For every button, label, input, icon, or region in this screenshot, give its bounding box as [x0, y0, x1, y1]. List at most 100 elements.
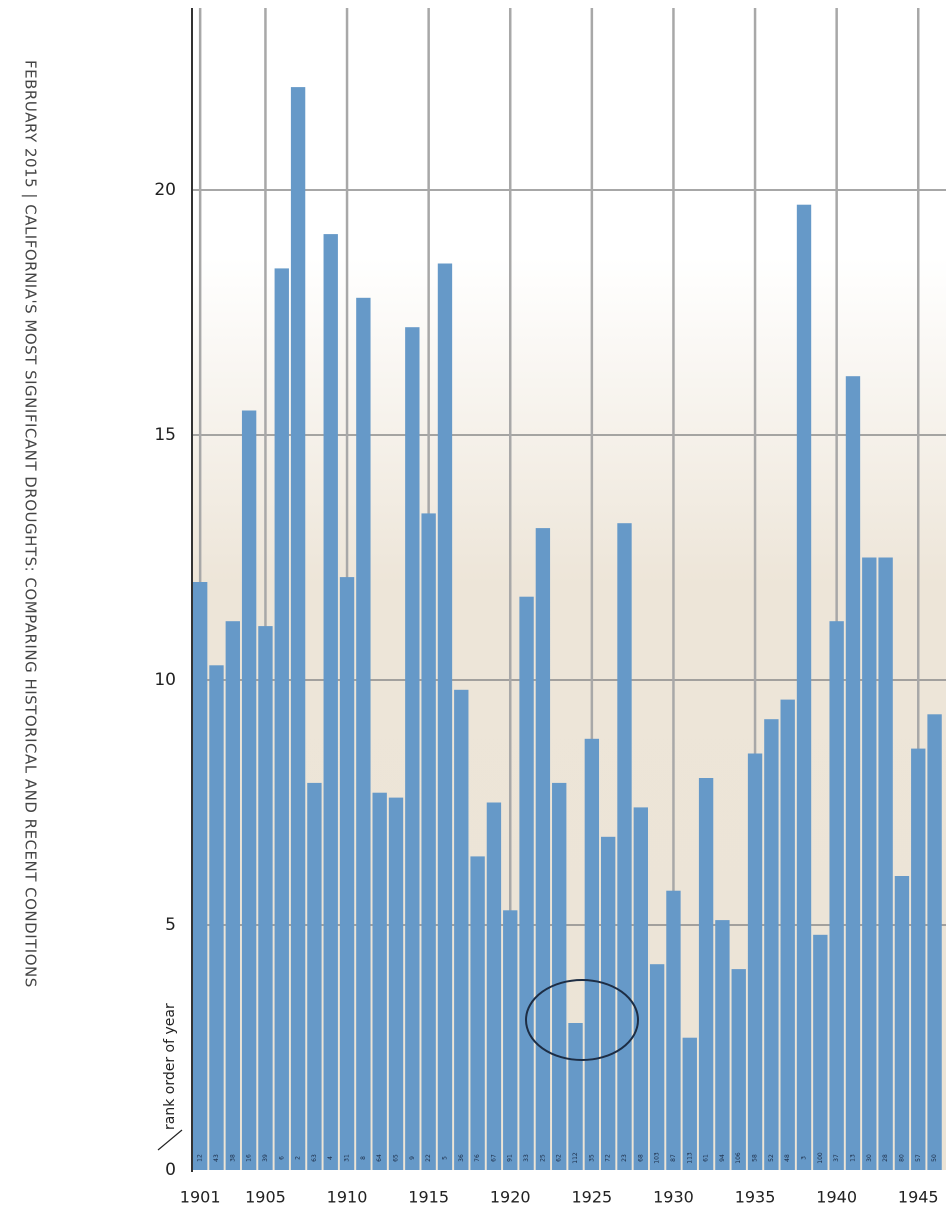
rank-label: 35 — [588, 1154, 595, 1162]
rank-label: 68 — [637, 1154, 644, 1162]
bar — [731, 969, 746, 1170]
bar — [927, 714, 942, 1170]
rank-label: 112 — [572, 1152, 579, 1164]
x-tick-label: 1905 — [245, 1188, 286, 1207]
bar — [225, 621, 240, 1170]
x-tick-label: 1935 — [735, 1188, 776, 1207]
rank-label: 67 — [490, 1154, 497, 1162]
x-tick-label: 1901 — [180, 1188, 221, 1207]
rank-label: 50 — [931, 1154, 938, 1162]
rank-label: 6 — [278, 1156, 285, 1160]
rank-label: 3 — [801, 1156, 808, 1160]
rank-label: 76 — [474, 1154, 481, 1162]
rank-label: 103 — [654, 1152, 661, 1164]
rank-label: 72 — [605, 1154, 612, 1162]
bar — [454, 689, 469, 1170]
rank-label: 43 — [213, 1154, 220, 1162]
rank-label: 8 — [360, 1156, 367, 1160]
bar — [503, 910, 518, 1170]
bar — [747, 753, 763, 1170]
bar — [862, 557, 877, 1170]
bar — [437, 263, 453, 1170]
bar — [764, 719, 779, 1170]
x-tick-label: 1940 — [816, 1188, 857, 1207]
rank-label: 28 — [882, 1154, 889, 1162]
x-tick-label: 1945 — [898, 1188, 939, 1207]
bar — [829, 621, 844, 1170]
rank-label: 48 — [784, 1154, 791, 1162]
annotation-pointer — [157, 1129, 183, 1151]
bar — [258, 626, 273, 1170]
rank-label: 31 — [344, 1154, 351, 1162]
y-tick-label: 0 — [165, 1160, 176, 1180]
y-tick-label: 20 — [154, 180, 176, 200]
rank-label: 9 — [409, 1156, 416, 1160]
bar — [633, 807, 648, 1170]
bar — [780, 699, 795, 1170]
rank-label: 39 — [262, 1154, 269, 1162]
bar — [617, 523, 632, 1170]
annotation: rank order of year — [162, 1003, 178, 1130]
bar — [796, 204, 812, 1170]
x-tick-label: 1915 — [408, 1188, 449, 1207]
rank-label: 25 — [539, 1154, 546, 1162]
bar — [241, 410, 257, 1170]
rank-label: 62 — [556, 1154, 563, 1162]
bar — [486, 802, 502, 1170]
bar — [405, 327, 420, 1170]
rank-label: 91 — [507, 1154, 514, 1162]
bar — [274, 268, 289, 1170]
rank-label: 16 — [246, 1154, 253, 1162]
bar — [290, 87, 306, 1171]
rank-label: 58 — [752, 1154, 759, 1162]
bar — [911, 748, 926, 1170]
bar — [192, 582, 208, 1170]
bar — [307, 782, 322, 1170]
rank-label: 5 — [441, 1156, 448, 1160]
rank-label: 61 — [703, 1154, 710, 1162]
side-text: FEBRUARY 2015 | CALIFORNIA'S MOST SIGNIF… — [22, 60, 40, 988]
x-tick-label: 1925 — [571, 1188, 612, 1207]
rank-label: 30 — [866, 1154, 873, 1162]
bar — [519, 596, 534, 1170]
y-tick-label: 10 — [154, 670, 176, 690]
bar — [470, 856, 485, 1170]
rank-label: 33 — [523, 1154, 530, 1162]
x-tick-label: 1930 — [653, 1188, 694, 1207]
rank-label: 64 — [376, 1154, 383, 1162]
highlight-ellipse — [525, 979, 639, 1061]
bar — [421, 513, 436, 1170]
rank-label: 63 — [311, 1154, 318, 1162]
rank-label: 12 — [197, 1154, 204, 1162]
x-tick-label: 1920 — [490, 1188, 531, 1207]
rank-label: 22 — [425, 1154, 432, 1162]
bar — [600, 836, 616, 1170]
rank-label: 4 — [327, 1156, 334, 1160]
bar — [682, 1037, 697, 1170]
rank-label: 52 — [768, 1154, 775, 1162]
rank-label: 2 — [295, 1156, 302, 1160]
bar — [666, 890, 681, 1170]
bar — [894, 876, 910, 1170]
rank-label: 94 — [719, 1154, 726, 1162]
rank-label: 37 — [833, 1154, 840, 1162]
bar — [552, 782, 567, 1170]
rank-label: 65 — [393, 1154, 400, 1162]
y-tick-label: 5 — [165, 915, 176, 935]
rank-label: 113 — [686, 1152, 693, 1164]
bar — [323, 234, 338, 1171]
bar — [649, 964, 665, 1170]
bar — [356, 297, 371, 1170]
y-tick-label: 15 — [154, 425, 176, 445]
rank-label: 87 — [670, 1154, 677, 1162]
bar — [388, 797, 404, 1170]
rank-label: 23 — [621, 1154, 628, 1162]
rank-label: 38 — [229, 1154, 236, 1162]
bar — [372, 792, 387, 1170]
bar — [845, 376, 861, 1170]
bar — [698, 778, 714, 1170]
rank-label: 36 — [458, 1154, 465, 1162]
rank-label: 100 — [817, 1152, 824, 1164]
bar — [339, 577, 355, 1170]
